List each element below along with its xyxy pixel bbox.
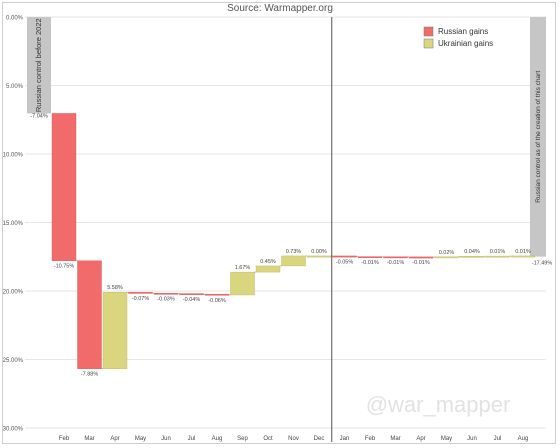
value-label: -10.75%	[54, 264, 75, 270]
waterfall-bar	[128, 292, 153, 294]
watermark: @war_mapper	[366, 392, 511, 417]
waterfall-bar	[408, 256, 434, 259]
legend-label: Russian gains	[438, 27, 488, 36]
waterfall-bar	[357, 256, 383, 259]
value-label: 0.02%	[439, 250, 455, 256]
y-tick-label: 25.00%	[3, 358, 24, 364]
value-label: 0.01%	[490, 249, 506, 255]
value-label: -0.01%	[361, 260, 379, 266]
value-label: -0.04%	[183, 297, 201, 303]
end-band-annotation: Russian control as of the creation of th…	[535, 71, 542, 203]
y-tick-label: 0.00%	[6, 16, 24, 22]
legend-swatch	[423, 26, 434, 37]
end-value-label: -17.49%	[532, 261, 553, 267]
y-tick-label: 5.00%	[6, 84, 24, 90]
x-tick-label: Aug	[212, 436, 223, 442]
x-tick-label: Jun	[161, 436, 171, 442]
value-label: -0.06%	[208, 298, 226, 304]
x-tick-label: Oct	[263, 436, 273, 442]
y-tick-label: 20.00%	[3, 290, 24, 296]
waterfall-bar	[204, 293, 230, 296]
waterfall-bar	[306, 255, 332, 258]
x-tick-label: Aug	[518, 436, 529, 442]
x-tick-label: Jan	[340, 436, 350, 442]
x-tick-label: Jun	[467, 436, 477, 442]
value-label: 5.58%	[107, 285, 123, 291]
value-label: 0.01%	[515, 249, 531, 255]
start-band-annotation: Russian control before 2022	[34, 18, 43, 112]
chart-title: Source: Warmapper.org	[227, 3, 333, 14]
value-label: -0.07%	[132, 296, 150, 302]
waterfall-bar	[255, 265, 281, 273]
value-label: 1.67%	[235, 265, 251, 271]
value-label: 0.73%	[286, 249, 302, 255]
waterfall-bar	[281, 255, 306, 267]
x-tick-label: Apr	[110, 436, 119, 442]
legend-label: Ukrainian gains	[438, 39, 493, 48]
x-tick-label: Nov	[288, 436, 299, 442]
waterfall-bar	[383, 256, 408, 259]
x-tick-label: Apr	[416, 436, 425, 442]
waterfall-bar	[332, 255, 357, 258]
start-value-label: -7.04%	[30, 113, 48, 119]
x-tick-label: Jul	[494, 436, 502, 442]
legend-swatch	[423, 38, 434, 49]
waterfall-bar	[77, 260, 102, 369]
waterfall-bar	[485, 255, 510, 258]
waterfall-bar	[459, 256, 485, 258]
x-tick-label: Feb	[59, 436, 70, 442]
x-tick-label: Mar	[84, 436, 94, 442]
value-label: 0.00%	[311, 249, 327, 255]
x-tick-label: Mar	[390, 436, 400, 442]
value-label: -0.01%	[387, 260, 405, 266]
x-tick-label: May	[135, 436, 146, 442]
waterfall-bar	[179, 293, 204, 296]
x-tick-label: Sep	[237, 436, 248, 442]
x-tick-label: Jul	[188, 436, 196, 442]
value-label: -7.88%	[81, 372, 99, 378]
y-tick-label: 10.00%	[3, 153, 24, 159]
waterfall-bar	[230, 271, 255, 296]
x-tick-label: Feb	[365, 436, 376, 442]
waterfall-bar	[434, 256, 459, 259]
waterfall-bar	[51, 113, 77, 261]
x-tick-label: May	[441, 436, 452, 442]
y-tick-label: 30.00%	[3, 427, 24, 433]
y-tick-label: 15.00%	[3, 221, 24, 227]
chart-frame	[2, 2, 556, 444]
value-label: 0.04%	[464, 249, 480, 255]
end-control-band	[530, 17, 546, 257]
value-label: 0.45%	[260, 259, 276, 265]
value-label: -0.01%	[412, 260, 430, 266]
x-tick-label: Dec	[314, 436, 325, 442]
waterfall-bar	[153, 292, 179, 295]
value-label: -0.05%	[336, 260, 354, 266]
value-label: -0.03%	[157, 297, 175, 303]
start-control-band	[27, 17, 51, 114]
waterfall-bar	[102, 292, 128, 369]
waterfall-bar	[510, 255, 536, 258]
